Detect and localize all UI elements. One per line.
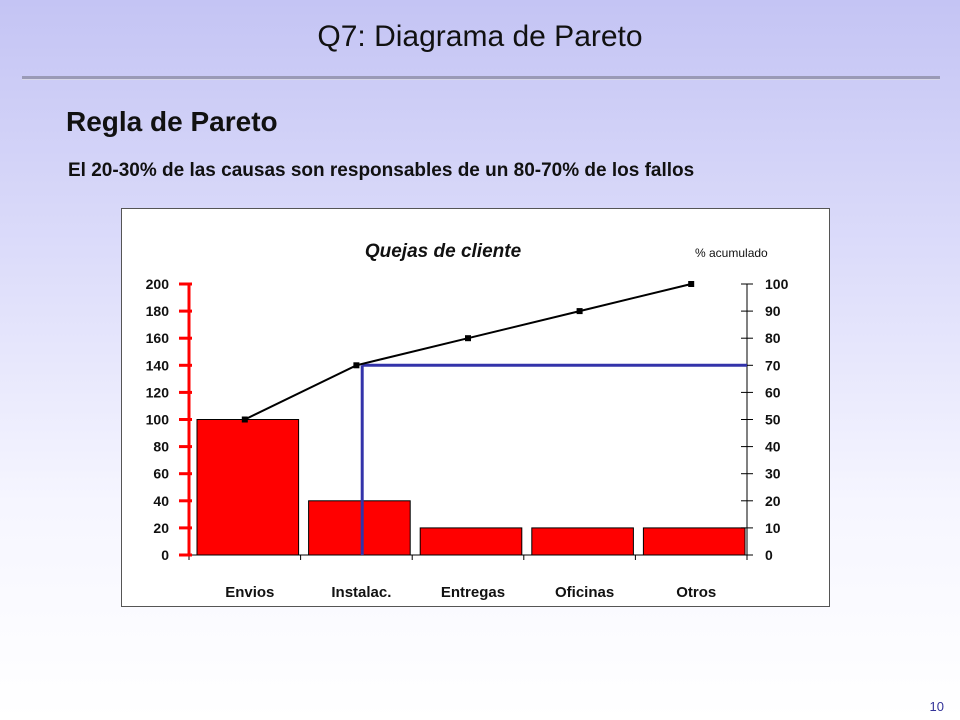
pareto-marker-layer <box>360 363 747 555</box>
section-heading: Regla de Pareto <box>66 106 278 137</box>
left-axis-tick-label: 60 <box>153 466 169 482</box>
bar-oficinas <box>531 527 634 556</box>
right-axis-tick-label: 50 <box>765 412 781 428</box>
cumulative-point <box>353 362 360 369</box>
left-axis-tick-label: 200 <box>146 276 170 292</box>
category-label: Otros <box>676 584 716 601</box>
left-axis-tick-label: 160 <box>146 330 170 346</box>
title-divider <box>22 76 940 80</box>
left-axis-tick-label: 180 <box>146 303 170 319</box>
left-axis-tick-label: 100 <box>146 412 170 428</box>
section-subtitle: El 20-30% de las causas son responsables… <box>68 160 695 181</box>
bar-instalac <box>308 500 411 556</box>
page-number: 10 <box>929 699 944 714</box>
category-label: Envios <box>225 584 274 601</box>
labels-layer: 0 20 40 60 80 100 120 140 160 180 200 0 10 20 30 40 50 60… <box>146 276 789 601</box>
bar-envios <box>196 419 300 556</box>
bar-entregas <box>419 527 523 556</box>
left-axis-tick-label: 120 <box>146 384 170 400</box>
right-axis-tick-label: 20 <box>765 493 781 509</box>
category-label: Instalac. <box>331 584 391 601</box>
right-axis-tick-label: 10 <box>765 520 781 536</box>
bar-otros <box>642 527 746 556</box>
left-axis-tick-label: 40 <box>153 493 169 509</box>
chart-title: Quejas de cliente <box>365 241 522 262</box>
right-axis-tick-label: 40 <box>765 439 781 455</box>
right-axis-tick-label: 100 <box>765 276 789 292</box>
bars-layer <box>196 419 746 556</box>
cumulative-point <box>465 335 471 342</box>
right-axis-tick-label: 0 <box>765 547 773 563</box>
slide-title: Q7: Diagrama de Pareto <box>317 20 643 53</box>
axes-layer <box>179 282 753 560</box>
left-axis-tick-label: 20 <box>153 520 169 536</box>
right-axis-tick-label: 90 <box>765 303 781 319</box>
right-axis-tick-label: 60 <box>765 384 781 400</box>
cumulative-point <box>576 308 583 315</box>
right-axis-tick-label: 80 <box>765 330 781 346</box>
pareto-chart: Quejas de cliente % acumulado 0 20 40 60 80 1… <box>121 208 830 607</box>
pareto-chart-svg: Quejas de cliente % acumulado 0 20 40 60 80 1… <box>146 241 789 601</box>
right-axis-tick-label: 30 <box>765 466 781 482</box>
cumulative-line-layer <box>241 281 695 423</box>
left-axis-tick-label: 80 <box>153 439 169 455</box>
right-axis-label: % acumulado <box>695 246 768 260</box>
left-axis-tick-label: 0 <box>161 547 169 563</box>
right-axis-tick-label: 70 <box>765 357 781 373</box>
cumulative-point <box>241 416 248 423</box>
cumulative-point <box>688 281 695 287</box>
left-axis-tick-label: 140 <box>146 357 170 373</box>
category-label: Entregas <box>441 584 505 601</box>
category-label: Oficinas <box>555 584 614 601</box>
cumulative-line <box>244 283 692 421</box>
